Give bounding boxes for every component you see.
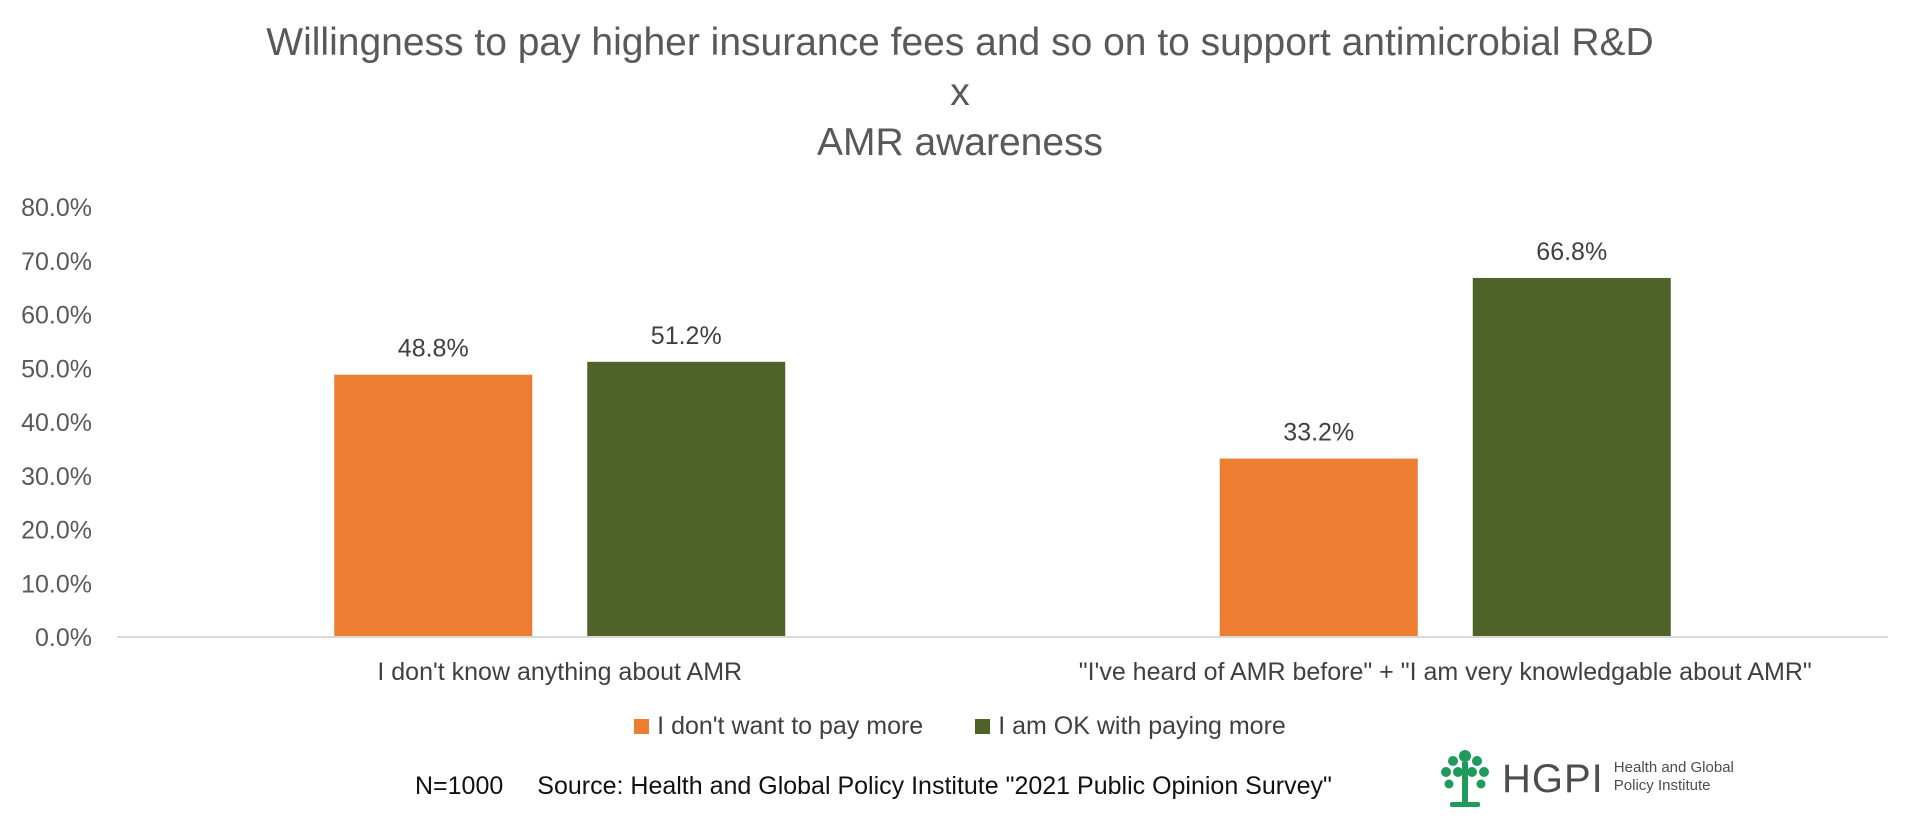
sample-size: N=1000	[415, 772, 504, 800]
y-tick-label: 30.0%	[21, 463, 92, 491]
logo-name: HGPI	[1502, 756, 1604, 801]
bar-series-1-category-2	[1219, 458, 1418, 637]
category-labels: I don't know anything about AMR "I've hea…	[377, 658, 1811, 686]
legend-label-series-2: I am OK with paying more	[998, 712, 1286, 740]
y-tick-label: 70.0%	[21, 248, 92, 276]
bar-series-2-category-1	[587, 361, 786, 637]
chart-title-line-3: AMR awareness	[816, 121, 1104, 164]
source-note: Source: Health and Global Policy Institu…	[537, 772, 1332, 800]
tree-logo-icon	[1441, 750, 1489, 807]
bar-series-1-category-1	[334, 374, 533, 637]
legend: I don't want to pay more I am OK with pa…	[0, 712, 1920, 741]
y-tick-label: 20.0%	[21, 517, 92, 545]
y-tick-label: 0.0%	[35, 624, 92, 652]
y-tick-label: 60.0%	[21, 302, 92, 330]
legend-item-series-2: I am OK with paying more	[975, 712, 1286, 741]
y-tick-label: 80.0%	[21, 194, 92, 222]
x-category-label: I don't know anything about AMR	[377, 658, 742, 686]
data-label-series-1-category-2: 33.2%	[1283, 419, 1354, 447]
chart-title-line-2: x	[950, 71, 970, 114]
legend-item-series-1: I don't want to pay more	[634, 712, 923, 741]
legend-swatch-series-2	[975, 719, 991, 734]
bars: 48.8% 51.2% 33.2% 66.8%	[334, 238, 1671, 637]
hgpi-logo: HGPI Health and Global Policy Institute	[1436, 748, 1736, 810]
data-label-series-1-category-1: 48.8%	[398, 335, 469, 363]
bar-series-2-category-2	[1472, 277, 1671, 637]
data-label-series-2-category-2: 66.8%	[1536, 238, 1607, 266]
y-axis-ticks: 0.0% 10.0% 20.0% 30.0% 40.0% 50.0% 60.0% 70.0% 8…	[21, 194, 92, 652]
y-tick-label: 50.0%	[21, 355, 92, 383]
chart-title-line-1: Willingness to pay higher insurance fees…	[266, 21, 1654, 64]
logo-subtitle-line-1: Health and Global	[1613, 759, 1734, 776]
logo-subtitle-line-2: Policy Institute	[1613, 777, 1711, 794]
x-category-label: "I've heard of AMR before" + "I am very …	[1079, 658, 1812, 686]
chart-title: Willingness to pay higher insurance fees…	[0, 18, 1920, 168]
footer-note: N=1000 Source: Health and Global Policy I…	[415, 772, 1366, 801]
y-tick-label: 10.0%	[21, 570, 92, 598]
bar-chart: 0.0% 10.0% 20.0% 30.0% 40.0% 50.0% 60.0% 70.0% 8…	[21, 194, 1888, 686]
legend-swatch-series-1	[634, 719, 650, 734]
data-label-series-2-category-1: 51.2%	[651, 322, 722, 350]
logo-subtitle: Health and Global Policy Institute	[1614, 759, 1734, 795]
legend-label-series-1: I don't want to pay more	[657, 712, 924, 740]
y-tick-label: 40.0%	[21, 409, 92, 437]
